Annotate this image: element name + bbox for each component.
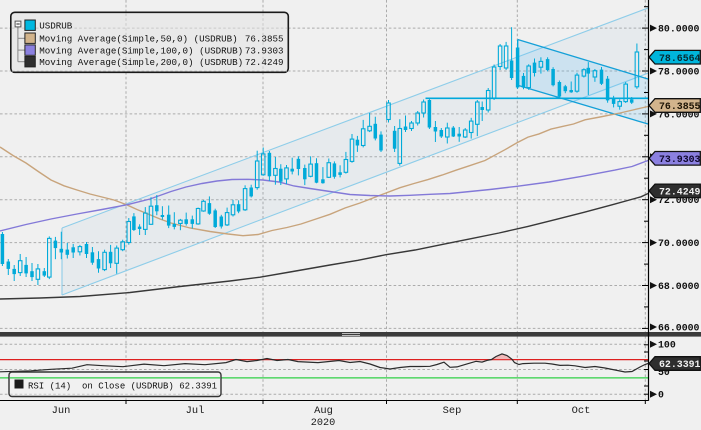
- svg-text:Aug: Aug: [314, 405, 333, 417]
- svg-text:Jun: Jun: [52, 405, 71, 417]
- svg-text:70.0000: 70.0000: [658, 238, 700, 249]
- svg-text:68.0000: 68.0000: [658, 281, 700, 292]
- svg-text:USDRUB: USDRUB: [39, 20, 73, 31]
- svg-text:76.3855: 76.3855: [245, 33, 284, 44]
- svg-text:50: 50: [658, 367, 670, 378]
- svg-text:78.0000: 78.0000: [658, 66, 700, 77]
- svg-text:Moving Average(Simple,200,0) (: Moving Average(Simple,200,0) (USDRUB): [39, 57, 243, 68]
- svg-text:80.0000: 80.0000: [658, 24, 700, 35]
- svg-text:Moving Average(Simple,50,0) (U: Moving Average(Simple,50,0) (USDRUB): [39, 33, 237, 44]
- svg-text:72.0000: 72.0000: [658, 195, 700, 206]
- svg-text:2020: 2020: [311, 418, 335, 429]
- svg-text:72.4249: 72.4249: [245, 57, 284, 68]
- svg-text:RSI (14) on Close (USDRUB) 62: RSI (14) on Close (USDRUB) 62.3391: [28, 382, 217, 392]
- svg-text:72.4249: 72.4249: [659, 187, 701, 198]
- svg-text:Sep: Sep: [443, 405, 462, 417]
- svg-text:66.0000: 66.0000: [658, 322, 700, 333]
- svg-text:0: 0: [658, 390, 664, 401]
- svg-text:76.0000: 76.0000: [658, 109, 700, 120]
- svg-text:100: 100: [658, 340, 676, 351]
- svg-text:73.9303: 73.9303: [659, 154, 701, 165]
- svg-text:Jul: Jul: [186, 405, 205, 417]
- svg-text:Oct: Oct: [572, 405, 591, 417]
- svg-text:Moving Average(Simple,100,0) (: Moving Average(Simple,100,0) (USDRUB): [39, 45, 243, 56]
- svg-text:78.6564: 78.6564: [659, 53, 701, 64]
- svg-text:73.9303: 73.9303: [245, 45, 284, 56]
- svg-text:76.3855: 76.3855: [659, 101, 701, 112]
- svg-text:62.3391: 62.3391: [659, 359, 701, 370]
